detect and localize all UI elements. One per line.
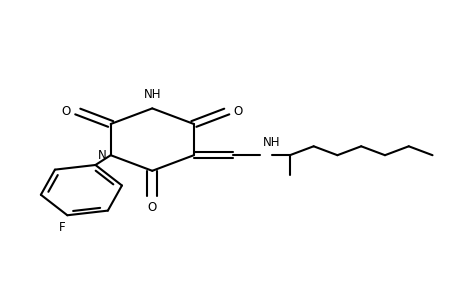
Text: NH: NH (262, 136, 280, 149)
Text: F: F (58, 220, 65, 234)
Text: N: N (98, 149, 107, 162)
Text: NH: NH (143, 88, 161, 101)
Text: O: O (147, 201, 157, 214)
Text: O: O (233, 105, 242, 118)
Text: O: O (62, 105, 71, 118)
